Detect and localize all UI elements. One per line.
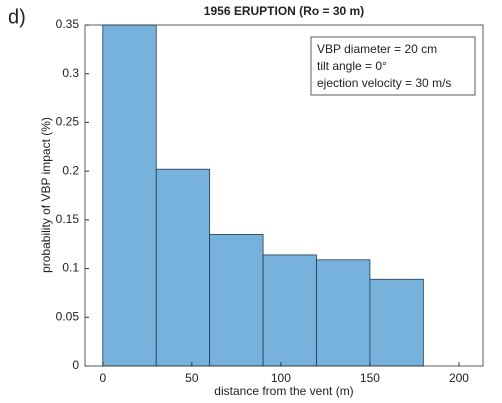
panel-label: d) xyxy=(8,6,26,28)
plot-frame xyxy=(84,24,484,367)
y-axis-label: probability of VBP impact (%) xyxy=(39,117,53,273)
y-tick-label: 0.05 xyxy=(56,309,80,323)
y-tick-label: 0.25 xyxy=(56,115,80,129)
x-tick-label: 150 xyxy=(360,371,380,385)
y-tick-label: 0.3 xyxy=(62,66,79,80)
annotation: tilt angle = 0° xyxy=(317,59,387,73)
y-tick-label: 0.35 xyxy=(56,17,80,31)
y-tick-label: 0.2 xyxy=(62,163,79,177)
bar xyxy=(155,168,211,367)
x-tick-label: 0 xyxy=(99,371,106,385)
bar xyxy=(316,259,371,367)
bar xyxy=(262,254,317,367)
bar xyxy=(209,234,264,367)
x-tick-label: 50 xyxy=(185,371,199,385)
y-tick-label: 0 xyxy=(72,358,79,372)
x-tick-label: 100 xyxy=(271,371,291,385)
annotation: ejection velocity = 30 m/s xyxy=(317,76,451,90)
bar xyxy=(102,24,157,367)
bar xyxy=(369,278,424,367)
y-tick-label: 0.1 xyxy=(62,261,79,275)
y-tick-label: 0.15 xyxy=(56,212,80,226)
chart-title: 1956 ERUPTION (Ro = 30 m) xyxy=(204,4,364,18)
annotation: VBP diameter = 20 cm xyxy=(317,42,437,56)
legend-box xyxy=(310,36,476,96)
x-tick-label: 200 xyxy=(449,371,469,385)
x-axis-label: distance from the vent (m) xyxy=(214,384,353,398)
